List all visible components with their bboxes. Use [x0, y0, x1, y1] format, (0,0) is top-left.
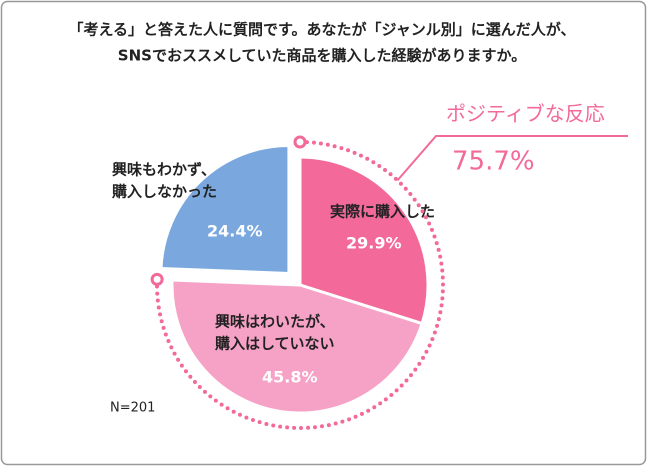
slice-value-label: 45.8%	[262, 368, 318, 387]
slice-label: 興味はわいたが、	[215, 313, 335, 331]
leader-line	[396, 135, 628, 182]
slice-label: 購入しなかった	[111, 183, 217, 201]
slice-label: 興味もわかず、	[112, 161, 216, 179]
annotation-value: 75.7%	[452, 147, 535, 177]
arc-end-dot	[150, 272, 164, 286]
slice-label: 実際に購入した	[330, 203, 435, 221]
pie-slice	[170, 278, 424, 415]
annotation-arc	[155, 140, 445, 430]
title-line: 「考える」と答えた人に質問です。あなたが「ジャンル別」に選んだ人が、	[68, 21, 575, 39]
sample-size: N=201	[110, 401, 155, 416]
slice-value-label: 24.4%	[207, 222, 263, 241]
arc-end-dot	[293, 135, 307, 149]
annotation-label: ポジティブな反応	[446, 102, 605, 126]
slice-value-label: 29.9%	[346, 234, 402, 253]
slice-label: 購入はしていない	[214, 335, 335, 353]
pie-slice	[159, 143, 291, 276]
title-line: SNSでおススメしていた商品を購入した経験がありますか。	[118, 47, 526, 65]
pie-slice	[298, 155, 430, 326]
